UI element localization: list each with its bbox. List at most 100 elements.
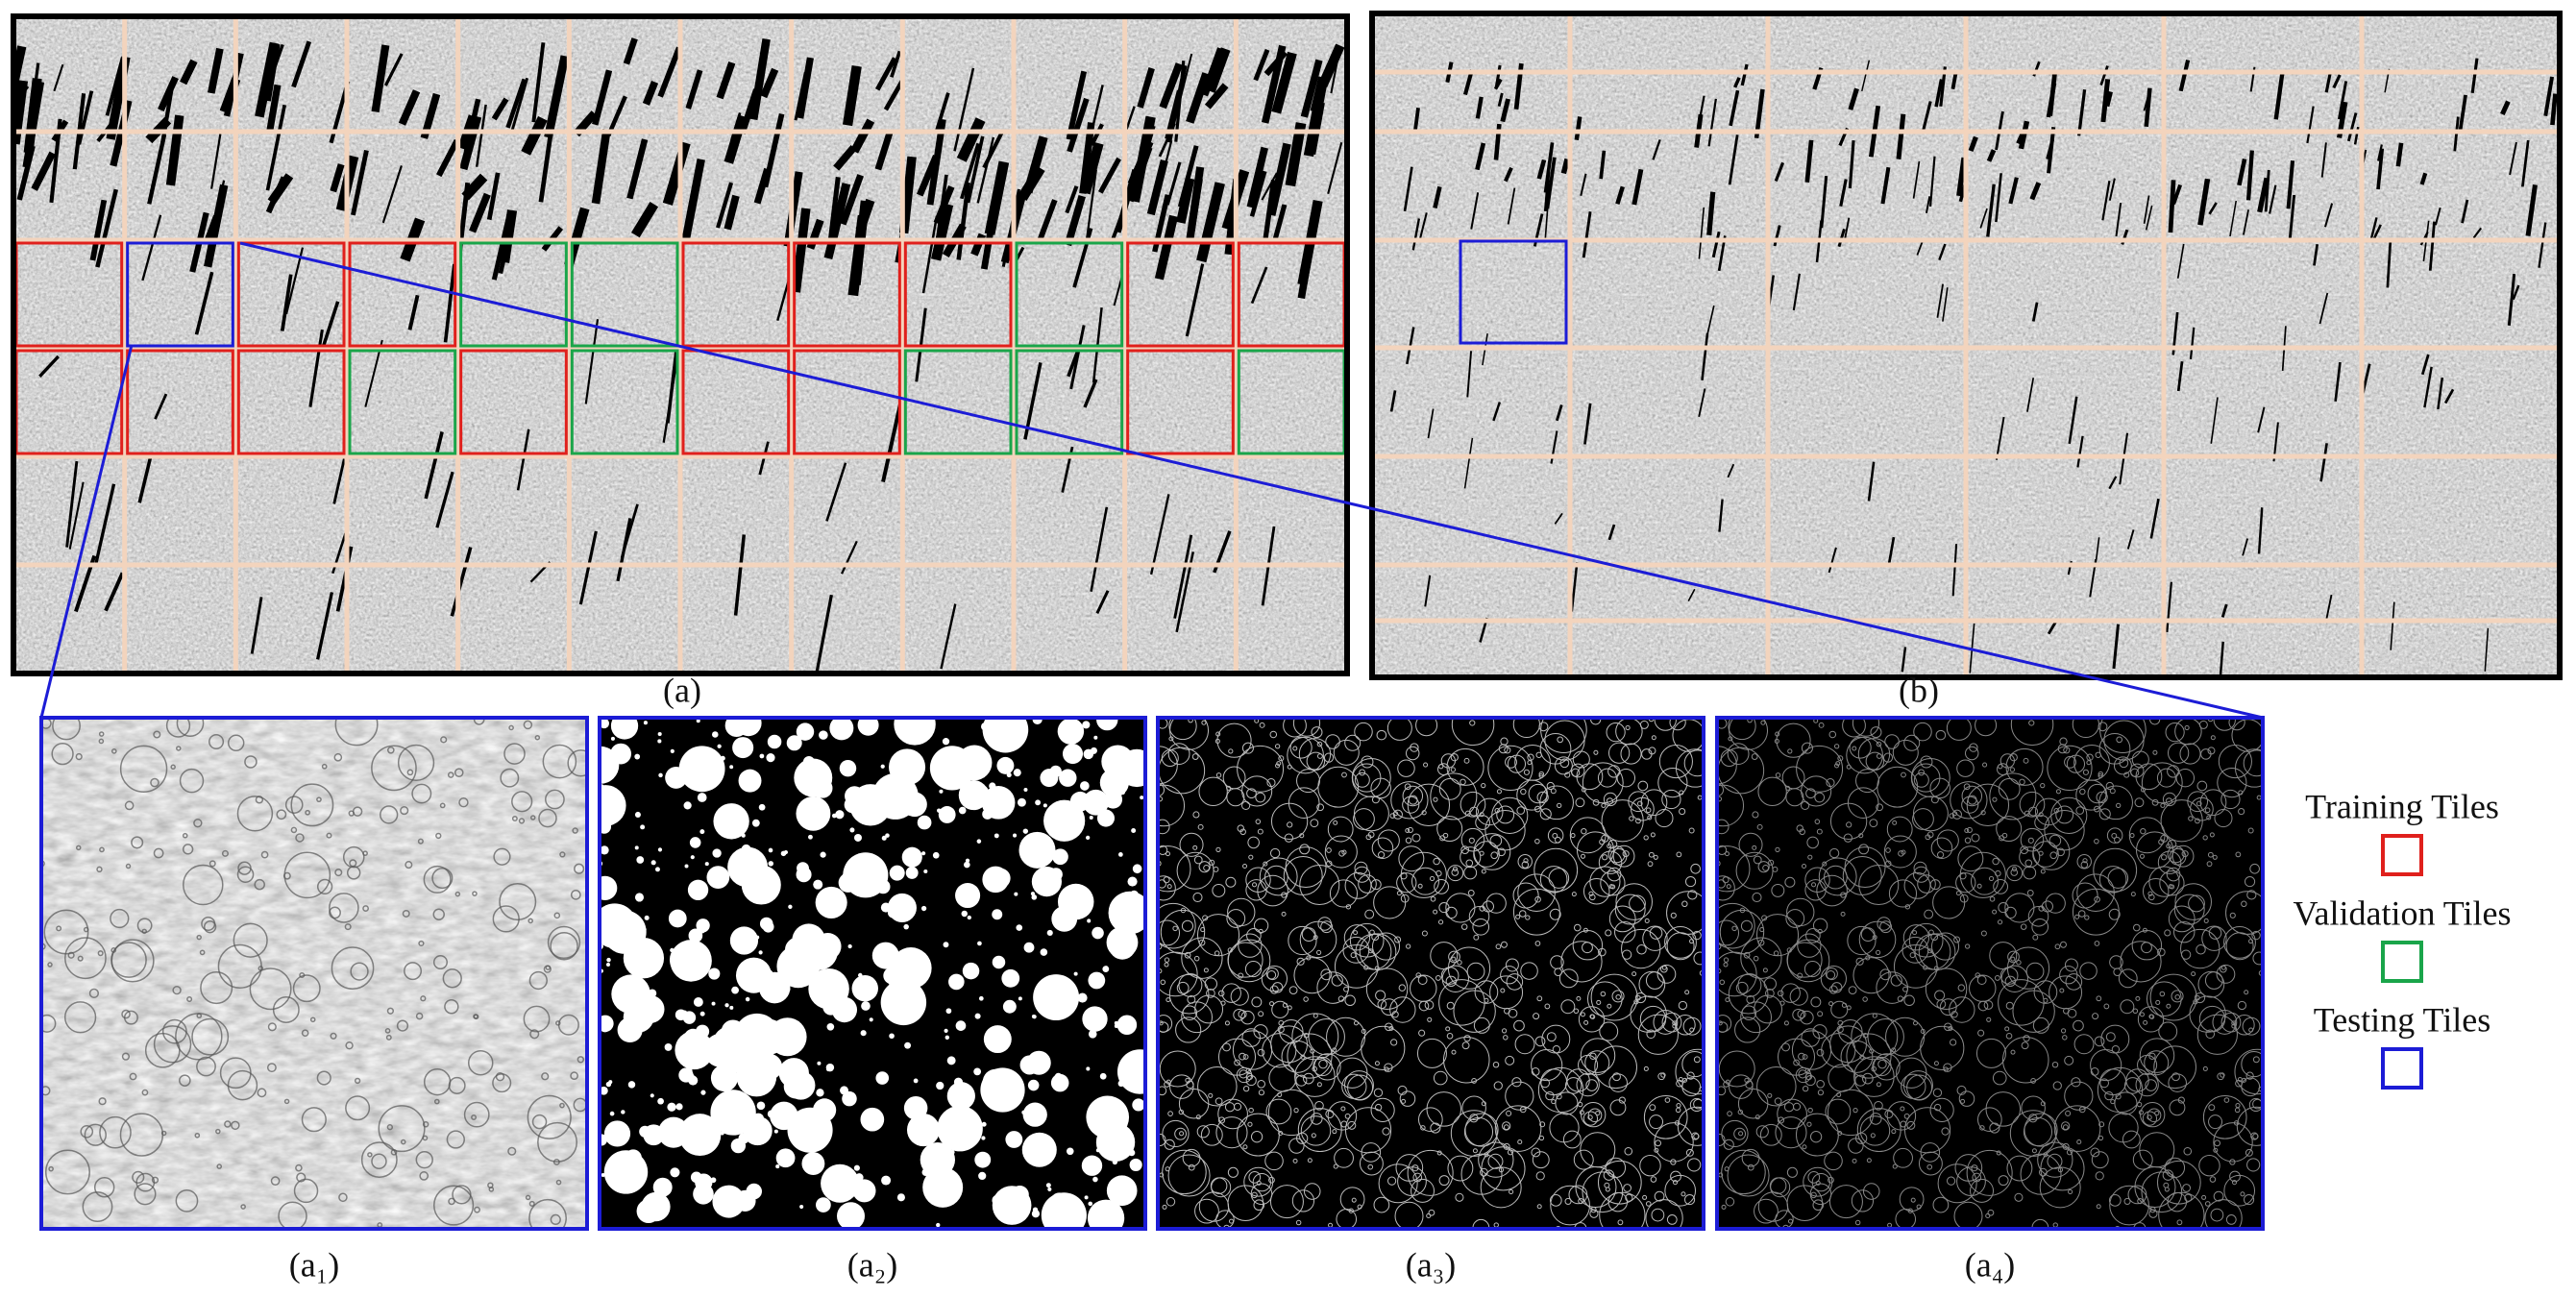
crater	[2025, 962, 2045, 981]
crater	[1248, 854, 1254, 860]
crater	[1391, 1011, 1399, 1018]
crater	[1390, 781, 1429, 820]
crater	[1865, 751, 1885, 771]
crater	[1621, 928, 1661, 969]
crater	[1447, 865, 1464, 882]
crater	[796, 1020, 800, 1025]
streak	[2219, 641, 2224, 677]
crater	[1727, 1111, 1732, 1116]
streak	[491, 211, 512, 281]
crater	[1590, 973, 1638, 1021]
crater	[1080, 781, 1090, 791]
crater	[278, 1201, 307, 1229]
crater	[2120, 999, 2135, 1015]
crater	[1721, 1149, 1766, 1195]
crater	[1343, 986, 1349, 992]
crater	[1797, 933, 1822, 958]
crater	[731, 986, 740, 994]
crater	[1685, 1148, 1694, 1157]
crater	[1327, 816, 1354, 843]
crater	[1288, 986, 1298, 995]
crater	[1441, 965, 1469, 992]
crater	[1854, 1219, 1861, 1226]
crater	[1226, 788, 1245, 807]
crater	[1178, 1089, 1210, 1119]
crater	[650, 860, 656, 866]
crater	[1623, 1184, 1632, 1192]
crater	[1326, 1016, 1366, 1057]
crater	[1539, 1121, 1546, 1128]
streak	[491, 97, 509, 121]
crater	[2214, 1139, 2221, 1147]
crater	[932, 851, 940, 859]
streak	[308, 329, 324, 407]
crater	[853, 833, 862, 842]
crater	[1501, 941, 1508, 948]
crater	[471, 1114, 478, 1120]
crater	[1127, 876, 1138, 887]
crater	[2205, 1029, 2216, 1040]
crater	[1353, 796, 1389, 832]
crater	[1283, 856, 1323, 895]
crater	[2196, 800, 2202, 807]
crater	[1416, 1038, 1447, 1068]
crater	[1539, 785, 1574, 820]
crater	[420, 995, 427, 1002]
crater	[386, 1007, 395, 1015]
crater	[1903, 871, 1931, 899]
crater	[1726, 884, 1731, 890]
crater	[2032, 1016, 2049, 1034]
streak	[280, 274, 293, 331]
crater	[1394, 1201, 1424, 1229]
crater	[1637, 1014, 1679, 1055]
crater	[1573, 1008, 1580, 1015]
crater	[600, 718, 609, 729]
crater	[2159, 991, 2166, 997]
crater	[1013, 769, 1021, 777]
crater	[1876, 741, 1882, 747]
crater	[1682, 1016, 1702, 1036]
crater	[2094, 805, 2100, 813]
crater	[755, 1053, 783, 1080]
crater	[958, 780, 989, 811]
crater	[603, 1120, 631, 1147]
crater	[1986, 1016, 1992, 1022]
crater	[2103, 720, 2145, 761]
crater	[1643, 1065, 1649, 1071]
crater	[729, 1005, 734, 1010]
streak	[250, 597, 263, 654]
crater	[1629, 816, 1634, 821]
crater	[1209, 859, 1215, 866]
streak	[1938, 243, 1947, 261]
crater	[1473, 833, 1511, 870]
crater	[894, 718, 936, 746]
streak	[1189, 178, 1203, 234]
streak	[1848, 140, 1855, 189]
crater	[474, 1206, 480, 1213]
crater	[1923, 965, 1928, 970]
streak	[1411, 218, 1421, 251]
streak	[2264, 169, 2270, 212]
crater	[1320, 968, 1333, 981]
streak	[874, 57, 897, 91]
crater	[2062, 1035, 2068, 1041]
streak	[1500, 98, 1510, 123]
crater	[41, 1086, 51, 1096]
crater	[1693, 1056, 1701, 1064]
streak	[141, 214, 162, 282]
crater	[1116, 1015, 1138, 1035]
streak	[1570, 562, 1579, 612]
crater	[1920, 1028, 1926, 1034]
crater	[1649, 926, 1663, 940]
crater	[1081, 1155, 1103, 1176]
crater	[1775, 772, 1781, 778]
crater	[2060, 1028, 2067, 1034]
streak	[2143, 195, 2150, 224]
streak	[934, 92, 950, 134]
crater	[1582, 1171, 1624, 1213]
crater	[1527, 753, 1534, 761]
crater	[432, 908, 445, 920]
crater	[688, 1068, 693, 1073]
crater	[2201, 925, 2227, 951]
crater	[1475, 797, 1504, 826]
